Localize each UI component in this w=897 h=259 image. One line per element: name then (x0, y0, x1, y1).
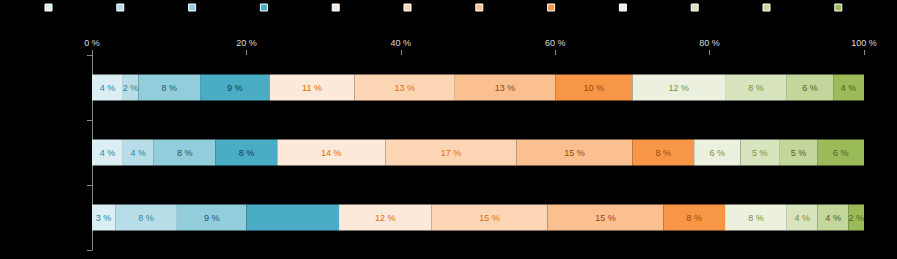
svg-text:0 %: 0 % (84, 38, 100, 48)
svg-text:100 %: 100 % (851, 38, 877, 48)
svg-text:6 %: 6 % (833, 148, 849, 158)
svg-text:8 %: 8 % (161, 83, 177, 93)
svg-text:8 %: 8 % (656, 148, 672, 158)
svg-text:5 %: 5 % (752, 148, 768, 158)
svg-text:6 %: 6 % (802, 83, 818, 93)
svg-text:8 %: 8 % (748, 83, 764, 93)
svg-text:14 %: 14 % (321, 148, 342, 158)
svg-text:2 %: 2 % (849, 213, 865, 223)
svg-text:15 %: 15 % (595, 213, 616, 223)
svg-text:12 %: 12 % (668, 83, 689, 93)
svg-text:5 %: 5 % (791, 148, 807, 158)
svg-text:15 %: 15 % (564, 148, 585, 158)
svg-text:9 %: 9 % (204, 213, 220, 223)
svg-text:8 %: 8 % (177, 148, 193, 158)
svg-text:10 %: 10 % (584, 83, 605, 93)
svg-text:9 %: 9 % (227, 83, 243, 93)
svg-text:8 %: 8 % (239, 148, 255, 158)
svg-text:3 %: 3 % (96, 213, 112, 223)
svg-text:2 %: 2 % (123, 83, 139, 93)
svg-text:4 %: 4 % (100, 148, 116, 158)
svg-text:60 %: 60 % (545, 38, 566, 48)
svg-text:6 %: 6 % (710, 148, 726, 158)
svg-text:80 %: 80 % (699, 38, 720, 48)
svg-text:4 %: 4 % (131, 148, 147, 158)
svg-text:8 %: 8 % (686, 213, 702, 223)
svg-text:8 %: 8 % (138, 213, 154, 223)
svg-text:15 %: 15 % (479, 213, 500, 223)
svg-text:13 %: 13 % (394, 83, 415, 93)
svg-text:4 %: 4 % (100, 83, 116, 93)
svg-text:8 %: 8 % (748, 213, 764, 223)
svg-text:17 %: 17 % (441, 148, 462, 158)
svg-text:40 %: 40 % (391, 38, 412, 48)
svg-text:4 %: 4 % (825, 213, 841, 223)
svg-text:4 %: 4 % (841, 83, 857, 93)
svg-text:20 %: 20 % (236, 38, 257, 48)
svg-text:13 %: 13 % (495, 83, 516, 93)
svg-text:12 %: 12 % (375, 213, 396, 223)
svg-text:4 %: 4 % (794, 213, 810, 223)
svg-text:11 %: 11 % (302, 83, 322, 93)
